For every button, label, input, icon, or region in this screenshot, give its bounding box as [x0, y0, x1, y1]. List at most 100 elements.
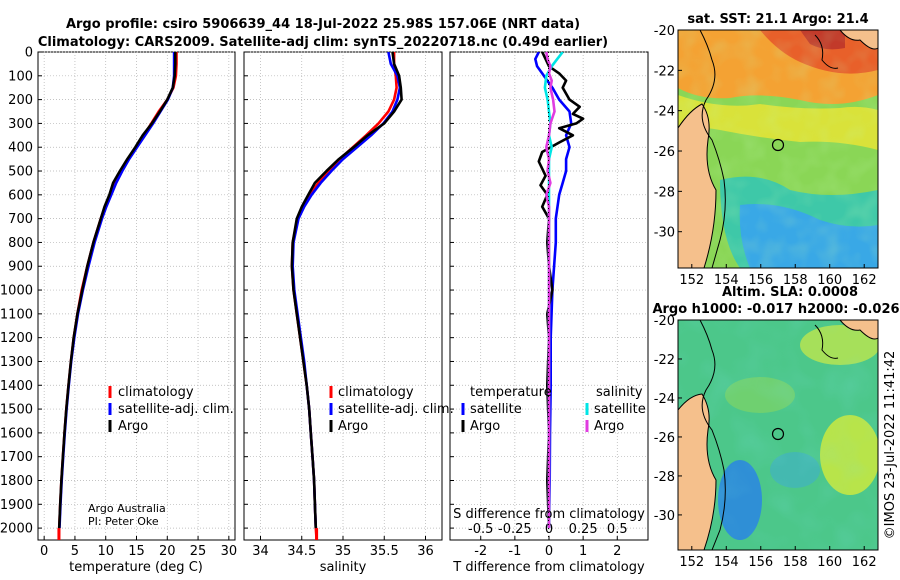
legend-sal-argo: Argo [594, 419, 624, 434]
map-lon-tick-label: 160 [817, 273, 842, 288]
legend-temp-argo: Argo [470, 419, 500, 434]
legend-satellite: satellite-adj. clim. [338, 402, 454, 417]
gridlines [38, 51, 648, 540]
difference-xlabel-top: S difference from climatology [453, 507, 645, 522]
series-line-temperature-satellite [533, 52, 573, 529]
x-top-tick-label: 0.5 [607, 522, 628, 537]
sla-map-title-line1: Altim. SLA: 0.0008 [722, 285, 858, 300]
depth-tick-label: 1700 [0, 450, 33, 465]
depth-tick-label: 1600 [0, 426, 33, 441]
figure-title-line1: Argo profile: csiro 5906639_44 18-Jul-20… [66, 17, 580, 32]
map-lon-tick-label: 152 [679, 273, 704, 288]
profile-lines [57, 52, 585, 540]
depth-tick-label: 200 [8, 93, 33, 108]
map-lat-tick-label: -26 [654, 431, 675, 446]
depth-tick-label: 900 [8, 260, 33, 275]
legend-climatology: climatology [118, 385, 194, 400]
map-lon-tick-label: 154 [714, 273, 739, 288]
series-line-salinity-argo [544, 52, 556, 529]
x-top-tick-label: 0.25 [569, 522, 598, 537]
sla-shelf-contour [699, 320, 726, 550]
x-tick-label: -1 [508, 544, 521, 559]
temperature-xlabel: temperature (deg C) [69, 560, 203, 575]
map-lon-tick-label: 152 [679, 555, 704, 570]
x-top-tick-label: 0 [545, 522, 553, 537]
figure-title-line2: Climatology: CARS2009. Satellite-adj cli… [38, 35, 608, 50]
difference-xlabel: T difference from climatology [452, 560, 645, 575]
legend-sal-satellite: satellite [594, 402, 646, 417]
sst-shelf-contour [699, 30, 726, 268]
sla-reef-contour [814, 324, 839, 359]
legend-climatology: climatology [338, 385, 414, 400]
depth-tick-label: 1500 [0, 403, 33, 418]
sla-land-northeast [839, 320, 878, 340]
series-group [57, 52, 178, 540]
sst-reef-contour [814, 34, 839, 69]
depth-tick-label: 800 [8, 236, 33, 251]
credit-line2: PI: Peter Oke [88, 515, 159, 528]
map-lon-tick-label: 162 [852, 273, 877, 288]
map-lat-tick-label: -28 [654, 185, 675, 200]
sla-map-ticks: 152 154 156 158 160 162 -20 -22 -24 -26 -28 -30 [654, 314, 877, 570]
x-tick-label: 0 [40, 544, 48, 559]
sst-map-frame [677, 29, 879, 269]
x-tick-label: 10 [97, 544, 114, 559]
map-lon-tick-label: 160 [817, 555, 842, 570]
series-group [533, 52, 585, 529]
sst-map: sat. SST: 21.1 Argo: 21.4 152 154 156 158 16… [654, 12, 879, 288]
depth-tick-label: 400 [8, 141, 33, 156]
sst-land [678, 103, 717, 268]
map-lat-tick-label: -24 [654, 105, 675, 120]
series-line-argo [57, 52, 177, 529]
series-group [290, 52, 403, 540]
depth-tick-label: 500 [8, 165, 33, 180]
imos-credit: ©IMOS 23-Jul-2022 11:41:42 [883, 351, 898, 540]
series-line-argo [290, 52, 403, 529]
map-lat-tick-label: -22 [654, 64, 675, 79]
x-top-tick-label: -0.25 [498, 522, 532, 537]
sst-land-northeast [839, 30, 878, 50]
depth-tick-label: 700 [8, 212, 33, 227]
x-tick-label: 35.5 [370, 544, 399, 559]
x-tick-label: 25 [190, 544, 207, 559]
depth-tick-label: 1000 [0, 284, 33, 299]
x-tick-label: 1 [579, 544, 587, 559]
x-tick-label: 20 [159, 544, 176, 559]
sst-map-ticks: 152 154 156 158 160 162 -20 -22 -24 -26 -28 -30 [654, 24, 877, 288]
depth-tick-label: 0 [25, 46, 33, 61]
depth-tick-label: 100 [8, 69, 33, 84]
sla-map-title-line2: Argo h1000: -0.017 h2000: -0.026 [652, 302, 899, 317]
depth-tick-label: 2000 [0, 522, 33, 537]
legend-argo: Argo [118, 419, 148, 434]
depth-tick-label: 1400 [0, 379, 33, 394]
depth-tick-label: 300 [8, 117, 33, 132]
map-lon-tick-label: 156 [748, 273, 773, 288]
sla-map-frame [677, 319, 879, 551]
x-tick-label: 35 [335, 544, 352, 559]
sst-map-title: sat. SST: 21.1 Argo: 21.4 [687, 12, 868, 27]
depth-tick-label: 1800 [0, 474, 33, 489]
map-lon-tick-label: 156 [748, 555, 773, 570]
x-tick-label: 15 [128, 544, 145, 559]
difference-legend: temperature salinity satellite Argo sate… [461, 385, 646, 434]
map-lat-tick-label: -20 [654, 314, 675, 329]
sla-map: Altim. SLA: 0.0008 Argo h1000: -0.017 h2… [652, 285, 899, 570]
x-tick-label: 5 [71, 544, 79, 559]
x-tick-label: 34 [252, 544, 269, 559]
series-line-temperature-argo [537, 52, 585, 529]
map-lat-tick-label: -28 [654, 470, 675, 485]
map-lon-tick-label: 162 [852, 555, 877, 570]
legend-argo: Argo [338, 419, 368, 434]
axis-ticks: 0100200300400500600700800900100011001200… [0, 46, 628, 560]
legend-temperature-title: temperature [470, 385, 552, 400]
depth-tick-label: 600 [8, 188, 33, 203]
salinity-legend: climatology satellite-adj. clim. Argo [329, 385, 454, 434]
x-top-tick-label: -0.5 [468, 522, 493, 537]
depth-tick-label: 1200 [0, 331, 33, 346]
map-lat-tick-label: -30 [654, 226, 675, 241]
map-lat-tick-label: -30 [654, 509, 675, 524]
temperature-legend: climatology satellite-adj. clim. Argo [108, 385, 234, 434]
x-tick-label: 36 [417, 544, 434, 559]
x-tick-label: 30 [221, 544, 238, 559]
series-line-climatology [57, 52, 178, 540]
